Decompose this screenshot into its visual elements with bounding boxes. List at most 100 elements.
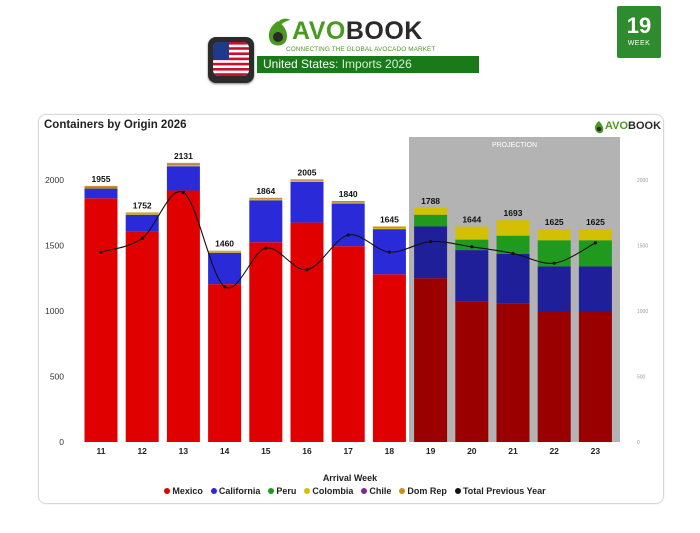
bar-segment-dom-rep: [331, 200, 365, 203]
bar-segment-dom-rep: [290, 179, 324, 181]
bar-segment-dom-rep: [372, 226, 406, 228]
bar-segment-peru: [578, 240, 612, 267]
legend-dot: [268, 488, 275, 494]
bar-segment-colombia: [578, 229, 612, 241]
bar-segment-dom-rep: [208, 250, 242, 252]
week-label: WEEK: [627, 40, 651, 47]
report-title-bar: United States: Imports 2026: [257, 56, 479, 73]
report-subtitle: : Imports 2026: [335, 57, 412, 71]
bar-segment-dom-rep: [84, 185, 118, 187]
logo-text-suffix: BOOK: [345, 17, 423, 45]
bar-segment-california: [496, 254, 530, 304]
y-tick-label: 2000: [45, 175, 64, 185]
legend-label: Peru: [276, 486, 297, 496]
bar-segment-mexico: [125, 231, 159, 442]
y-tick-label-right: 1500: [637, 244, 648, 250]
bar-segment-california: [125, 214, 159, 232]
y-tick-label-right: 1000: [637, 309, 648, 315]
x-tick-label: 18: [385, 446, 395, 456]
previous-year-point: [305, 268, 309, 272]
bar-group: [84, 162, 612, 442]
bar-segment-peru: [455, 239, 489, 251]
bar-segment-chile: [84, 186, 118, 188]
previous-year-line: [99, 190, 598, 289]
x-tick-label: 20: [467, 446, 477, 456]
x-tick-label: 23: [591, 446, 601, 456]
bar-segment-colombia: [537, 229, 571, 241]
total-label: 1955: [92, 174, 111, 184]
x-tick-label: 21: [508, 446, 518, 456]
bar-segment-colombia: [84, 187, 118, 189]
bar-segment-california: [414, 226, 448, 279]
y-tick-label: 1500: [45, 241, 64, 251]
bar-segment-california: [578, 266, 612, 311]
previous-year-point: [552, 261, 556, 265]
chart-legend: Mexico California Peru Colombia Chile Dom Rep…: [140, 486, 570, 496]
small-logo-text: AVOBOOK: [605, 120, 661, 132]
legend-dot: [399, 488, 406, 494]
small-logo-prefix: AVO: [605, 120, 629, 132]
previous-year-point: [593, 241, 598, 245]
total-label: 2005: [298, 167, 317, 177]
bar-segment-mexico: [331, 246, 365, 442]
previous-year-point: [511, 251, 515, 255]
us-flag-icon: [208, 37, 254, 83]
bar-segment-peru: [414, 214, 448, 227]
legend-item-dom-rep: Dom Rep: [399, 486, 447, 496]
total-label: 1693: [504, 208, 523, 218]
legend-label: Mexico: [172, 486, 203, 496]
x-tick-label: 12: [137, 446, 147, 456]
total-label: 1625: [545, 217, 564, 227]
legend-item-chile: Chile: [361, 486, 391, 496]
bar-segment-mexico: [290, 222, 324, 442]
x-axis: 11 12 13 14 15 16 17 18 19 20 21 22 23: [97, 446, 601, 456]
bar-segment-california: [208, 252, 242, 285]
bar-segment-mexico: [578, 311, 612, 442]
bar-segment-mexico: [208, 284, 242, 442]
projection-label: PROJECTION: [492, 142, 537, 149]
bar-segment-mexico: [84, 198, 118, 442]
small-avobook-logo: AVOBOOK: [593, 120, 661, 134]
bar-segment-colombia: [166, 164, 200, 167]
total-label: 1752: [133, 200, 152, 210]
previous-year-point: [264, 246, 268, 250]
bar-segment-california: [290, 181, 324, 223]
x-axis-title: Arrival Week: [323, 473, 378, 483]
week-number: 19: [626, 13, 652, 38]
previous-year-point: [99, 250, 103, 254]
legend-dot: [304, 488, 311, 494]
legend-item-california: California: [210, 486, 261, 496]
bar-segment-peru: [496, 235, 530, 255]
logo-text: AVOBOOK: [292, 17, 423, 46]
x-tick-label: 22: [549, 446, 559, 456]
bar-segment-colombia: [455, 226, 489, 240]
bar-segment-dom-rep: [125, 212, 159, 214]
bar-segment-california: [84, 188, 118, 199]
y-tick-label-right: 0: [637, 440, 640, 446]
x-tick-label: 13: [179, 446, 189, 456]
legend-dot: [164, 488, 171, 494]
x-tick-label: 15: [261, 446, 271, 456]
total-label: 2131: [174, 151, 193, 161]
previous-year-point: [346, 233, 350, 237]
x-tick-label: 14: [220, 446, 230, 456]
bar-segment-colombia: [372, 227, 406, 230]
bar-segment-colombia: [125, 213, 159, 215]
previous-year-point: [387, 250, 391, 254]
legend-item-total-previous-year: Total Previous Year: [454, 486, 546, 496]
bar-segment-colombia: [249, 198, 283, 201]
country-name: United States: [263, 57, 336, 71]
legend-label: California: [218, 486, 261, 496]
chart-title: Containers by Origin 2026: [44, 119, 187, 131]
x-tick-label: 19: [426, 446, 436, 456]
total-label: 1460: [215, 239, 234, 249]
total-label: 1645: [380, 215, 399, 225]
bar-segment-colombia: [331, 202, 365, 204]
bar-segment-california: [331, 203, 365, 247]
y-tick-label: 1000: [45, 306, 64, 316]
bar-segment-california: [249, 200, 283, 243]
legend-label: Chile: [369, 486, 392, 496]
bar-segment-mexico: [496, 303, 530, 442]
bar-segment-dom-rep: [249, 197, 283, 199]
avobook-logo: AVOBOOK CONNECTING THE GLOBAL AVOCADO MA…: [264, 16, 444, 56]
